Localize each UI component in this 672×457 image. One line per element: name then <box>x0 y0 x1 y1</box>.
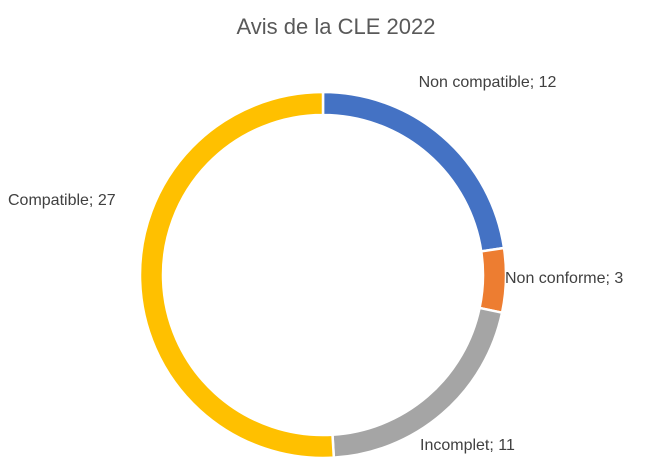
donut-slice <box>331 306 504 457</box>
donut-slice <box>321 90 506 253</box>
data-label: Compatible; 27 <box>8 192 116 209</box>
data-label: Non compatible; 12 <box>418 74 557 91</box>
data-label: Incomplet; 11 <box>420 437 515 454</box>
chart-title: Avis de la CLE 2022 <box>236 14 436 39</box>
donut-slice <box>138 90 336 457</box>
donut-slice <box>478 246 508 315</box>
data-label: Non conforme; 3 <box>505 270 624 287</box>
